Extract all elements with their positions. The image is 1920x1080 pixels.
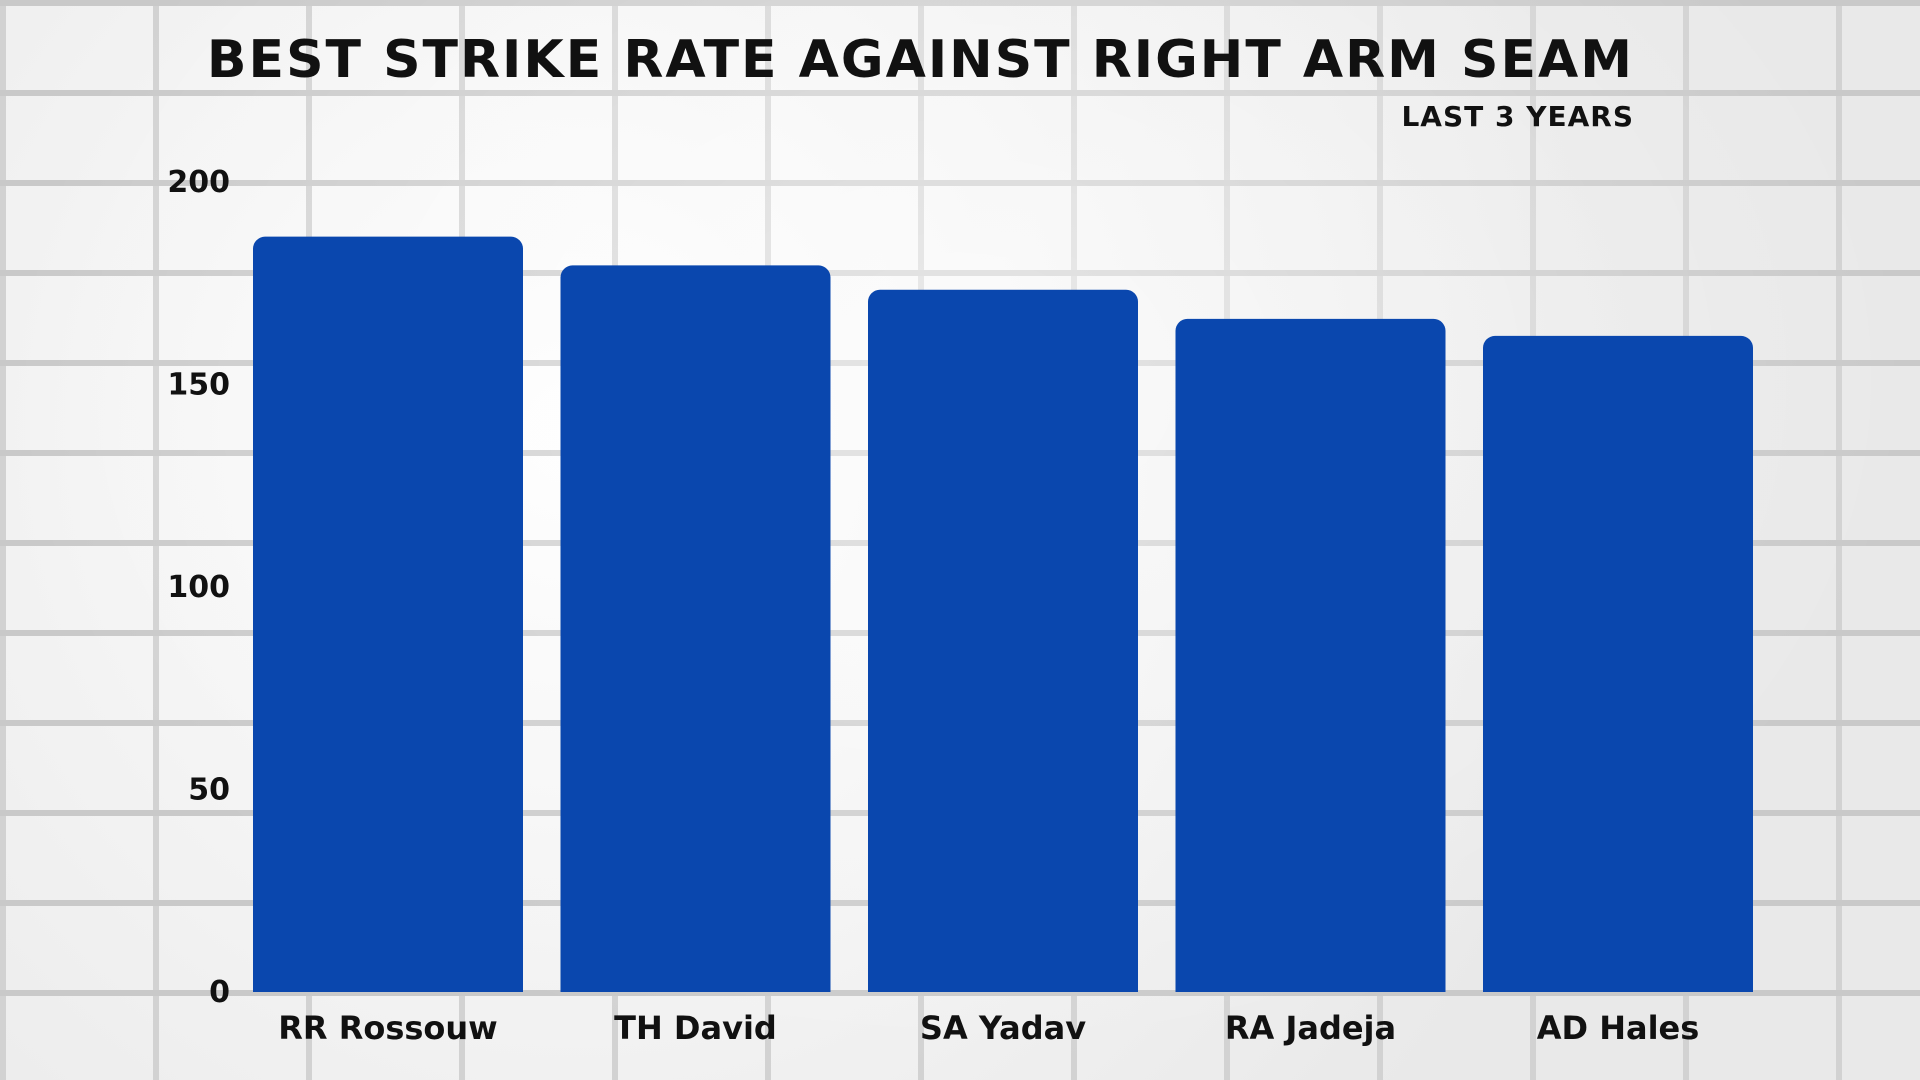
y-tick-label: 100 xyxy=(167,570,230,605)
x-category-label: RA Jadeja xyxy=(1225,1009,1396,1047)
x-category-label: RR Rossouw xyxy=(278,1009,497,1047)
bar xyxy=(1175,318,1446,992)
chart-subtitle: LAST 3 YEARS xyxy=(1401,100,1634,133)
bar-base xyxy=(1175,978,1446,992)
chart-title: BEST STRIKE RATE AGAINST RIGHT ARM SEAM xyxy=(206,30,1634,90)
bar-base xyxy=(1483,978,1753,992)
x-category-label: TH David xyxy=(614,1009,777,1047)
y-tick-label: 0 xyxy=(209,975,230,1010)
bar xyxy=(868,289,1138,993)
bar-base xyxy=(560,978,831,992)
bar xyxy=(1483,335,1753,992)
bar-base xyxy=(253,978,523,992)
y-tick-label: 150 xyxy=(167,368,230,403)
bar xyxy=(253,236,523,993)
y-tick-label: 200 xyxy=(167,165,230,200)
y-tick-label: 50 xyxy=(188,773,230,808)
x-category-label: AD Hales xyxy=(1537,1009,1700,1047)
bar-base xyxy=(868,978,1138,992)
bar xyxy=(560,265,831,992)
x-category-label: SA Yadav xyxy=(920,1009,1086,1047)
